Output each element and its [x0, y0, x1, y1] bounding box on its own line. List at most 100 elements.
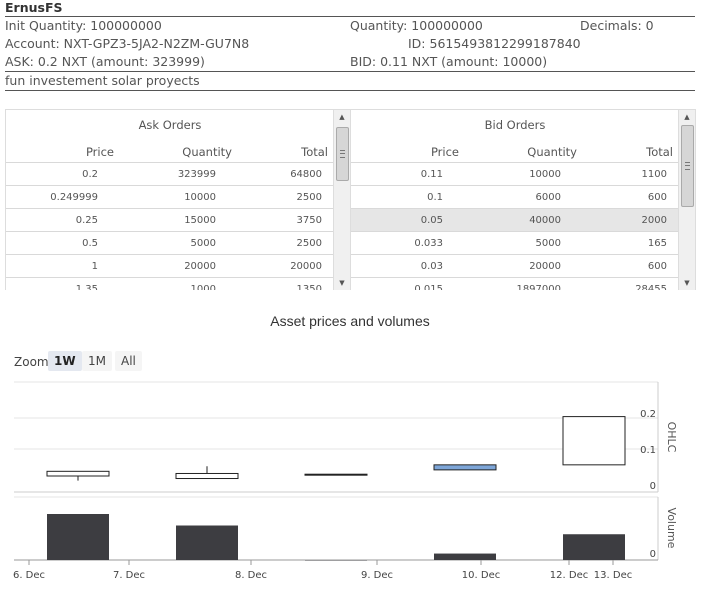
- cell-price: 0.11: [420, 169, 443, 180]
- init-quantity: Init Quantity: 100000000: [5, 18, 162, 33]
- scroll-thumb[interactable]: [336, 127, 349, 181]
- cell-total: 28455: [635, 284, 667, 290]
- cell-quantity: 10000: [529, 169, 561, 180]
- bid-summary: BID: 0.11 NXT (amount: 10000): [350, 54, 548, 69]
- ohlc-tick-label: 0.1: [640, 445, 656, 456]
- cell-quantity: 10000: [184, 192, 216, 203]
- cell-total: 600: [647, 192, 667, 203]
- x-tick-label: 12. Dec: [550, 570, 588, 581]
- cell-total: 600: [647, 261, 667, 272]
- ask-summary: ASK: 0.2 NXT (amount: 323999): [5, 54, 205, 69]
- volume-bar: [305, 560, 367, 561]
- table-row[interactable]: 0.05 40000 2000: [351, 208, 679, 231]
- table-row[interactable]: 1 20000 20000: [6, 254, 334, 277]
- cell-quantity: 1000: [190, 284, 216, 290]
- table-row[interactable]: 0.25 15000 3750: [6, 208, 334, 231]
- ask-scrollbar[interactable]: ▲ ▼: [333, 110, 350, 290]
- scroll-up-icon[interactable]: ▲: [339, 113, 345, 121]
- candle-body: [433, 464, 497, 471]
- cell-quantity: 20000: [529, 261, 561, 272]
- zoom-all-button[interactable]: All: [115, 351, 142, 371]
- grip-icon: [340, 150, 345, 158]
- cell-total: 20000: [290, 261, 322, 272]
- table-row[interactable]: 0.2 323999 64800: [6, 162, 334, 185]
- cell-quantity: 5000: [190, 238, 216, 249]
- bid-header-quantity: Quantity: [527, 145, 577, 159]
- scroll-down-icon[interactable]: ▼: [684, 279, 690, 287]
- decimals: Decimals: 0: [580, 18, 654, 33]
- cell-price: 0.5: [82, 238, 98, 249]
- bid-scrollbar[interactable]: ▲ ▼: [678, 110, 695, 290]
- table-row[interactable]: 0.03 20000 600: [351, 254, 679, 277]
- cell-total: 165: [647, 238, 667, 249]
- cell-quantity: 1897000: [516, 284, 561, 290]
- table-row[interactable]: 0.5 5000 2500: [6, 231, 334, 254]
- table-row[interactable]: 0.033 5000 165: [351, 231, 679, 254]
- x-tick-label: 7. Dec: [113, 570, 145, 581]
- bid-orders-table: Bid Orders Price Quantity Total 0.11 1000…: [350, 109, 696, 290]
- cell-price: 0.033: [414, 238, 443, 249]
- volume-bar: [47, 514, 109, 560]
- table-row[interactable]: 0.015 1897000 28455: [351, 277, 679, 290]
- bid-orders-title: Bid Orders: [484, 118, 546, 132]
- x-tick-label: 13. Dec: [594, 570, 632, 581]
- ask-header-quantity: Quantity: [182, 145, 232, 159]
- scroll-thumb[interactable]: [681, 125, 694, 207]
- x-tick-label: 10. Dec: [462, 570, 500, 581]
- table-row[interactable]: 0.249999 10000 2500: [6, 185, 334, 208]
- grip-icon: [685, 162, 690, 170]
- cell-price: 0.249999: [50, 192, 98, 203]
- cell-total: 64800: [290, 169, 322, 180]
- asset-name: ErnusFS: [5, 0, 63, 15]
- cell-price: 0.2: [82, 169, 98, 180]
- candle-body: [175, 472, 239, 480]
- x-tick-label: 8. Dec: [235, 570, 267, 581]
- zoom-label: Zoom: [14, 355, 49, 369]
- ask-header-total: Total: [301, 145, 328, 159]
- cell-total: 2000: [641, 215, 667, 226]
- ask-orders-table: Ask Orders Price Quantity Total 0.2 32399…: [5, 109, 351, 290]
- cell-price: 0.03: [420, 261, 443, 272]
- volume-tick-label: 0: [650, 549, 656, 560]
- account: Account: NXT-GPZ3-5JA2-N2ZM-GU7N8: [5, 36, 250, 51]
- table-row[interactable]: 1.35 1000 1350: [6, 277, 334, 290]
- ask-header-price: Price: [85, 145, 114, 159]
- cell-price: 0.25: [75, 215, 98, 226]
- zoom-1w-button[interactable]: 1W: [48, 351, 82, 371]
- cell-total: 2500: [296, 192, 322, 203]
- bid-orders-rows: 0.11 10000 1100 0.1 6000 600 0.05 40000 2000 0.03…: [351, 162, 679, 290]
- quantity: Quantity: 100000000: [350, 18, 483, 33]
- cell-price: 0.05: [420, 215, 443, 226]
- cell-quantity: 20000: [184, 261, 216, 272]
- scroll-down-icon[interactable]: ▼: [339, 279, 345, 287]
- zoom-1m-button[interactable]: 1M: [82, 351, 112, 371]
- volume-axis-label: Volume: [665, 508, 678, 549]
- cell-total: 1100: [641, 169, 667, 180]
- table-row[interactable]: 0.1 6000 600: [351, 185, 679, 208]
- bid-header-price: Price: [430, 145, 459, 159]
- divider: [5, 16, 695, 17]
- bid-header-total: Total: [646, 145, 673, 159]
- cell-quantity: 323999: [177, 169, 216, 180]
- cell-quantity: 40000: [529, 215, 561, 226]
- ask-orders-title: Ask Orders: [138, 118, 202, 132]
- candle-body: [562, 416, 626, 466]
- cell-price: 0.015: [414, 284, 443, 290]
- scroll-up-icon[interactable]: ▲: [684, 113, 690, 121]
- ask-orders-rows: 0.2 323999 64800 0.249999 10000 2500 0.25 15000…: [6, 162, 334, 290]
- cell-quantity: 5000: [535, 238, 561, 249]
- asset-id: ID: 5615493812299187840: [408, 36, 581, 51]
- volume-bar: [434, 553, 496, 560]
- ohlc-tick-label: 0.2: [640, 409, 656, 420]
- divider: [5, 71, 695, 72]
- cell-total: 3750: [296, 215, 322, 226]
- divider: [5, 90, 695, 91]
- ohlc-axis-label: OHLC: [665, 422, 678, 453]
- x-tick-label: 9. Dec: [361, 570, 393, 581]
- cell-quantity: 15000: [184, 215, 216, 226]
- cell-price: 1.35: [75, 284, 98, 290]
- cell-price: 0.1: [427, 192, 443, 203]
- ohlc-tick-label: 0: [650, 481, 656, 492]
- candle-body: [46, 470, 110, 477]
- table-row[interactable]: 0.11 10000 1100: [351, 162, 679, 185]
